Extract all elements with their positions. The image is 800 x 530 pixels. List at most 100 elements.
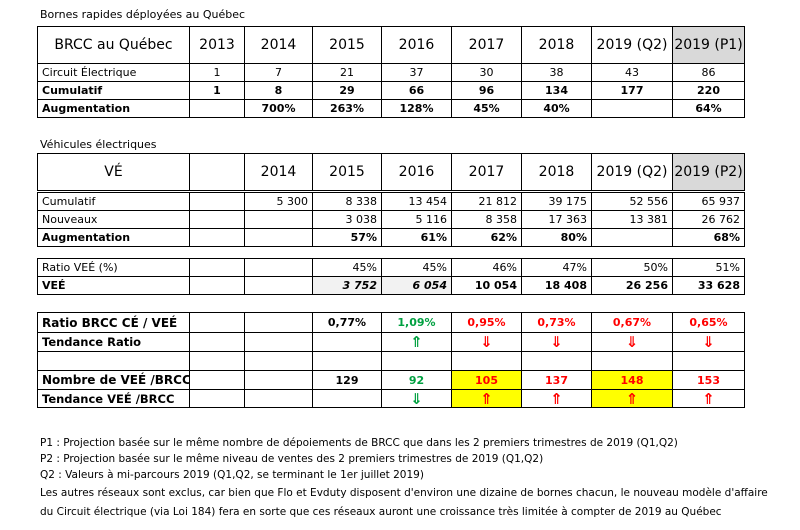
cell: 700%: [244, 99, 313, 118]
cell: [591, 228, 673, 247]
cell: 18 408: [521, 276, 592, 295]
note: P2 : Projection basée sur le même niveau…: [40, 453, 544, 465]
cell: ⇓: [381, 389, 452, 408]
cell: 21: [312, 63, 382, 82]
cell: ⇑: [591, 389, 673, 408]
cell: [312, 332, 382, 352]
cell: 263%: [312, 99, 382, 118]
row-label: Tendance VEÉ /BRCC: [37, 389, 190, 408]
row-label: Nombre de VEÉ /BRCC: [37, 370, 190, 390]
cell: 2017: [451, 153, 522, 191]
cell: 2016: [381, 153, 452, 191]
cell: 137: [521, 370, 592, 390]
cell: 66: [381, 81, 452, 100]
cell: ⇓: [521, 332, 592, 352]
cell: 21 812: [451, 192, 522, 211]
cell: [312, 389, 382, 408]
row-label: Cumulatif: [37, 192, 190, 211]
cell: 6 054: [381, 276, 452, 295]
cell: 65 937: [672, 192, 745, 211]
note: Q2 : Valeurs à mi-parcours 2019 (Q1,Q2, …: [40, 469, 424, 481]
cell: 8 338: [312, 192, 382, 211]
row-label: Ratio BRCC CÉ / VEÉ: [37, 312, 190, 333]
cell: 10 054: [451, 276, 522, 295]
cell: 40%: [521, 99, 592, 118]
note: P1 : Projection basée sur le même nombre…: [40, 437, 678, 449]
cell: [312, 351, 382, 371]
cell: [189, 228, 245, 247]
cell: [189, 258, 245, 277]
cell: 177: [591, 81, 673, 100]
cell: ⇓: [672, 332, 745, 352]
cell: 5 300: [244, 192, 313, 211]
cell: 153: [672, 370, 745, 390]
cell: 39 175: [521, 192, 592, 211]
cell: 38: [521, 63, 592, 82]
cell: 86: [672, 63, 745, 82]
cell: 2015: [312, 26, 382, 64]
cell: 0,77%: [312, 312, 382, 333]
cell: 43: [591, 63, 673, 82]
cell: 68%: [672, 228, 745, 247]
cell: 0,65%: [672, 312, 745, 333]
cell: 2014: [244, 26, 313, 64]
cell: 2019 (P2): [672, 153, 745, 191]
cell: [189, 210, 245, 229]
cell: 96: [451, 81, 522, 100]
cell: 29: [312, 81, 382, 100]
cell: [244, 389, 313, 408]
cell: 61%: [381, 228, 452, 247]
note: du Circuit électrique (via Loi 184) fera…: [40, 506, 722, 518]
cell: 105: [451, 370, 522, 390]
cell: 220: [672, 81, 745, 100]
row-label: [37, 351, 190, 371]
cell: 30: [451, 63, 522, 82]
cell: ⇑: [521, 389, 592, 408]
cell: [189, 332, 245, 352]
cell: [189, 153, 245, 191]
cell: 2013: [189, 26, 245, 64]
cell: 64%: [672, 99, 745, 118]
cell: 134: [521, 81, 592, 100]
cell: 1: [189, 63, 245, 82]
cell: [381, 351, 452, 371]
cell: [189, 312, 245, 333]
cell: [189, 370, 245, 390]
cell: [244, 210, 313, 229]
cell: 128%: [381, 99, 452, 118]
cell: [244, 332, 313, 352]
cell: 50%: [591, 258, 673, 277]
cell: 52 556: [591, 192, 673, 211]
cell: 129: [312, 370, 382, 390]
cell: 1: [189, 81, 245, 100]
row-label: Augmentation: [37, 228, 190, 247]
cell: 26 762: [672, 210, 745, 229]
cell: 3 752: [312, 276, 382, 295]
row-label: Ratio VEÉ (%): [37, 258, 190, 277]
row-label: Augmentation: [37, 99, 190, 118]
cell: 37: [381, 63, 452, 82]
cell: [521, 351, 592, 371]
table-title: Bornes rapides déployées au Québec: [40, 8, 246, 21]
cell: 5 116: [381, 210, 452, 229]
cell: 51%: [672, 258, 745, 277]
cell: 13 381: [591, 210, 673, 229]
cell: [451, 351, 522, 371]
cell: 8 358: [451, 210, 522, 229]
cell: 0,95%: [451, 312, 522, 333]
cell: 0,67%: [591, 312, 673, 333]
cell: [189, 351, 245, 371]
cell: 148: [591, 370, 673, 390]
cell: 17 363: [521, 210, 592, 229]
cell: [591, 351, 673, 371]
cell: [244, 351, 313, 371]
cell: 80%: [521, 228, 592, 247]
row-label: Cumulatif: [37, 81, 190, 100]
cell: 2018: [521, 153, 592, 191]
cell: ⇓: [451, 332, 522, 352]
cell: 2019 (Q2): [591, 26, 673, 64]
cell: 2019 (Q2): [591, 153, 673, 191]
cell: ⇑: [451, 389, 522, 408]
cell: 46%: [451, 258, 522, 277]
